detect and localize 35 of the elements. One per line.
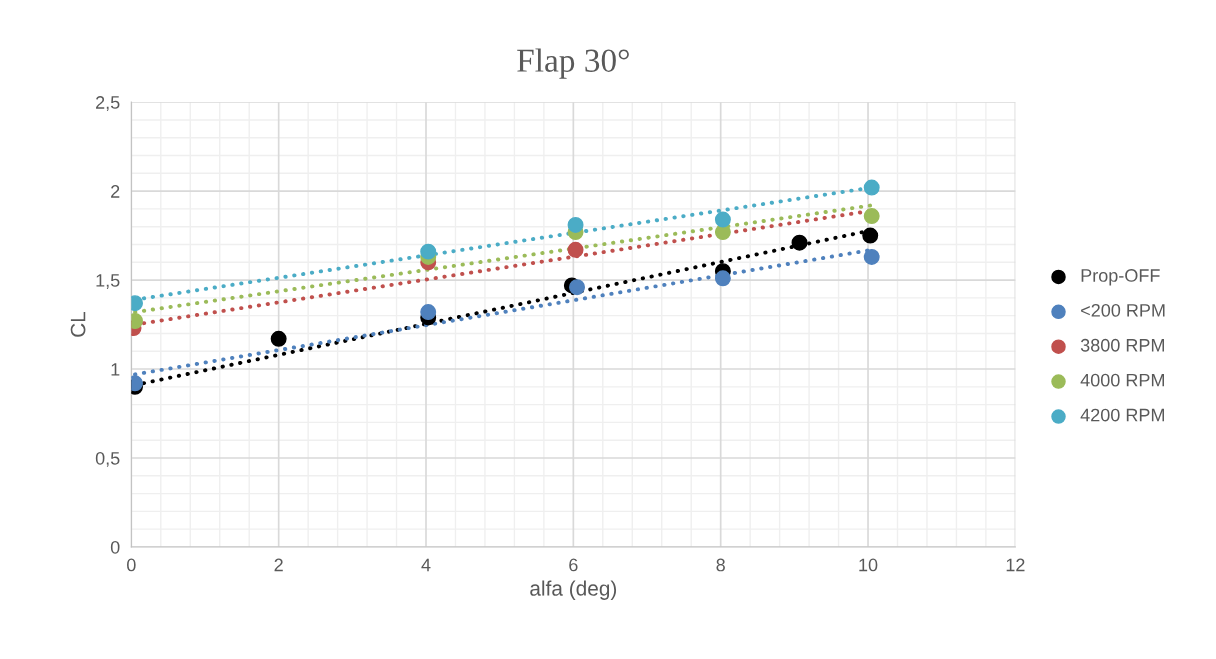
x-axis-title: alfa (deg) bbox=[530, 580, 617, 600]
legend-label: <200 RPM bbox=[1081, 303, 1165, 317]
x-tick-label: 0 bbox=[127, 558, 136, 572]
point bbox=[420, 243, 437, 260]
legend-label: 4200 RPM bbox=[1080, 408, 1164, 422]
point bbox=[863, 179, 880, 196]
x-tick-label: 6 bbox=[569, 558, 578, 572]
point bbox=[567, 216, 584, 233]
legend-label: 3800 RPM bbox=[1080, 338, 1164, 352]
legend-label: 4000 RPM bbox=[1080, 373, 1164, 387]
point bbox=[791, 234, 808, 251]
point bbox=[862, 227, 879, 244]
point bbox=[270, 330, 287, 347]
point bbox=[863, 248, 880, 265]
x-tick-label: 4 bbox=[421, 558, 431, 572]
chart-title: Flap 30° bbox=[517, 48, 629, 79]
y-tick-label: 0,5 bbox=[95, 451, 120, 467]
y-tick-label: 0 bbox=[110, 540, 120, 554]
point bbox=[714, 224, 731, 241]
y-tick-label: 2,5 bbox=[96, 96, 120, 111]
y-tick-label: 1 bbox=[111, 363, 120, 376]
y-tick-label: 2 bbox=[111, 185, 120, 198]
y-tick-label: 1,5 bbox=[96, 274, 120, 289]
point bbox=[863, 208, 880, 224]
legend-label: Prop-OFF bbox=[1081, 269, 1160, 286]
x-tick-label: 8 bbox=[716, 558, 725, 572]
x-tick-label: 12 bbox=[1006, 558, 1025, 572]
x-tick-label: 10 bbox=[859, 558, 878, 572]
point bbox=[420, 304, 437, 321]
y-axis-title: CL bbox=[70, 311, 86, 337]
point bbox=[567, 241, 584, 258]
point bbox=[714, 211, 731, 228]
x-tick-label: 2 bbox=[274, 558, 283, 572]
point bbox=[569, 279, 586, 296]
point bbox=[714, 270, 731, 287]
